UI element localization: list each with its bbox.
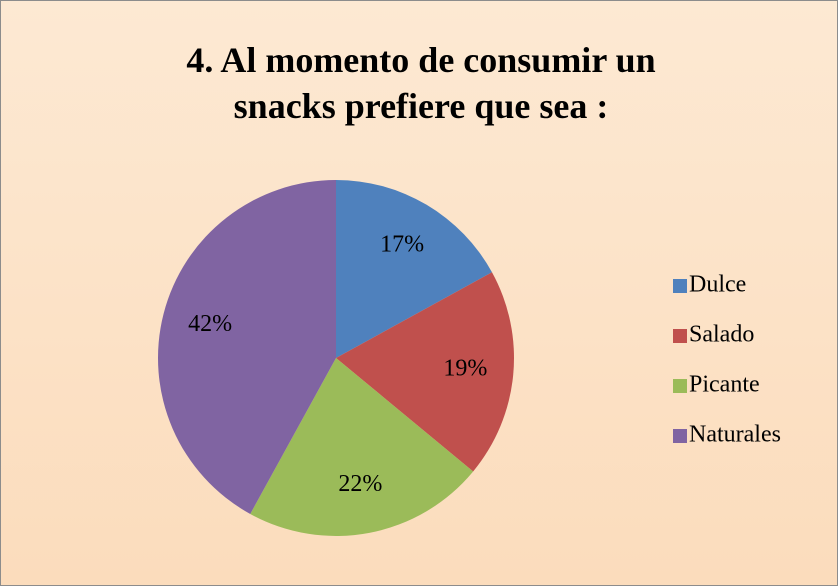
- legend-swatch: [673, 279, 687, 293]
- data-label: 17%: [380, 232, 424, 258]
- data-label: 19%: [443, 356, 487, 382]
- legend-swatch: [673, 379, 687, 393]
- legend-label: Naturales: [689, 422, 781, 448]
- chart-title: 4. Al momento de consumir un snacks pref…: [186, 40, 656, 126]
- legend-swatch: [673, 429, 687, 443]
- legend-swatch: [673, 329, 687, 343]
- legend-label: Dulce: [689, 272, 746, 298]
- legend-label: Picante: [689, 372, 760, 398]
- pie-slice: [157, 180, 336, 514]
- pie-slice: [250, 358, 474, 537]
- data-label: 22%: [338, 471, 382, 497]
- legend-label: Salado: [689, 322, 754, 348]
- data-label: 42%: [188, 311, 232, 337]
- pie-slice: [336, 272, 514, 472]
- pie-slice: [336, 180, 492, 358]
